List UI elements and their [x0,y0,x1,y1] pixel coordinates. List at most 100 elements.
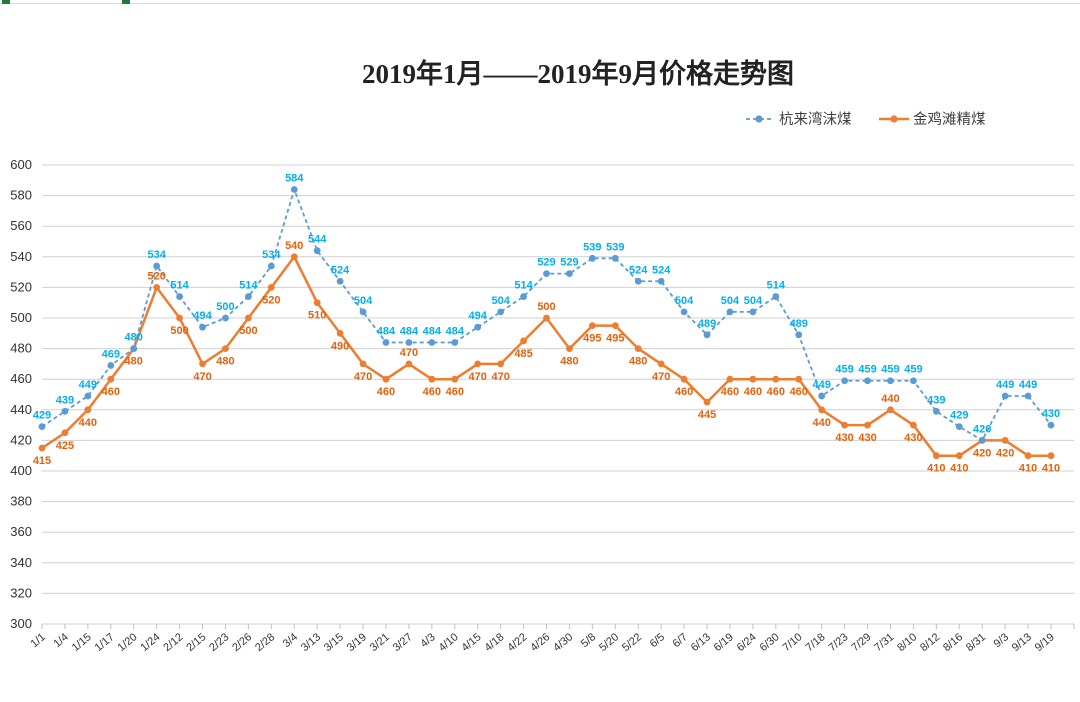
svg-text:6/7: 6/7 [671,631,690,650]
svg-text:300: 300 [10,616,32,631]
svg-text:540: 540 [10,249,32,264]
svg-text:534: 534 [262,249,281,261]
svg-text:544: 544 [308,234,327,246]
svg-text:415: 415 [33,455,51,467]
svg-text:460: 460 [446,386,464,398]
svg-text:514: 514 [514,280,533,292]
svg-text:3/19: 3/19 [345,631,369,654]
svg-text:485: 485 [514,348,532,360]
svg-text:400: 400 [10,463,32,478]
svg-text:1/17: 1/17 [93,631,117,654]
svg-text:470: 470 [354,371,372,383]
svg-text:449: 449 [996,379,1014,391]
svg-text:494: 494 [193,310,212,322]
svg-text:429: 429 [950,410,968,422]
svg-text:440: 440 [881,393,899,405]
svg-text:6/13: 6/13 [689,631,713,654]
svg-text:1/4: 1/4 [51,631,70,650]
svg-text:380: 380 [10,494,32,509]
svg-text:445: 445 [698,409,716,421]
svg-text:5/8: 5/8 [579,631,598,650]
svg-text:504: 504 [744,295,763,307]
svg-text:500: 500 [10,310,32,325]
svg-text:1/1: 1/1 [28,631,47,650]
svg-text:480: 480 [560,356,578,368]
svg-text:410: 410 [927,463,945,475]
svg-text:金鸡滩精煤: 金鸡滩精煤 [913,111,986,128]
svg-text:460: 460 [377,386,395,398]
svg-text:9/3: 9/3 [992,631,1011,650]
svg-text:360: 360 [10,524,32,539]
svg-text:470: 470 [193,371,211,383]
svg-text:504: 504 [354,295,373,307]
svg-text:484: 484 [423,325,442,337]
svg-text:460: 460 [721,386,739,398]
svg-text:1/15: 1/15 [70,631,94,654]
svg-text:320: 320 [10,585,32,600]
svg-text:4/3: 4/3 [418,631,437,650]
svg-text:459: 459 [835,364,853,376]
svg-text:489: 489 [698,318,716,330]
svg-text:7/23: 7/23 [826,631,850,654]
svg-text:420: 420 [996,447,1014,459]
svg-text:514: 514 [767,280,786,292]
svg-text:425: 425 [56,440,74,452]
svg-text:480: 480 [216,356,234,368]
svg-text:524: 524 [652,264,671,276]
svg-text:514: 514 [170,280,189,292]
svg-text:584: 584 [285,172,304,184]
svg-text:449: 449 [813,379,831,391]
svg-text:495: 495 [583,333,601,345]
svg-text:3/21: 3/21 [368,631,392,654]
svg-text:529: 529 [537,257,555,269]
svg-text:420: 420 [973,423,991,435]
svg-text:460: 460 [423,386,441,398]
svg-text:杭来湾沫煤: 杭来湾沫煤 [779,111,852,128]
svg-text:514: 514 [239,280,258,292]
svg-text:500: 500 [537,301,555,313]
svg-text:504: 504 [675,295,694,307]
svg-text:494: 494 [469,310,488,322]
svg-text:440: 440 [813,417,831,429]
svg-text:9/19: 9/19 [1033,631,1057,654]
svg-text:520: 520 [262,294,280,306]
svg-text:2/28: 2/28 [253,631,277,654]
svg-text:8/31: 8/31 [964,631,988,654]
svg-text:439: 439 [927,394,945,406]
svg-text:504: 504 [491,295,510,307]
svg-text:560: 560 [10,218,32,233]
svg-text:420: 420 [973,447,991,459]
svg-text:9/13: 9/13 [1010,631,1034,654]
svg-text:490: 490 [331,340,349,352]
svg-text:484: 484 [377,325,396,337]
svg-text:430: 430 [835,432,853,444]
svg-text:430: 430 [1042,408,1060,420]
svg-text:500: 500 [239,325,257,337]
svg-text:534: 534 [147,249,166,261]
svg-text:480: 480 [629,356,647,368]
svg-text:1/24: 1/24 [138,631,162,654]
svg-text:500: 500 [170,325,188,337]
svg-text:484: 484 [400,325,419,337]
svg-text:2/12: 2/12 [161,631,185,654]
svg-text:8/10: 8/10 [895,631,919,654]
svg-text:460: 460 [675,386,693,398]
svg-text:440: 440 [79,417,97,429]
svg-text:470: 470 [491,371,509,383]
svg-text:2/15: 2/15 [184,631,208,654]
svg-text:7/31: 7/31 [872,631,896,654]
svg-text:340: 340 [10,555,32,570]
svg-text:410: 410 [1019,463,1037,475]
svg-text:500: 500 [216,301,234,313]
svg-text:3/27: 3/27 [391,631,415,654]
svg-text:480: 480 [10,341,32,356]
svg-text:430: 430 [858,432,876,444]
svg-text:469: 469 [102,348,120,360]
svg-text:449: 449 [1019,379,1037,391]
svg-text:539: 539 [606,241,624,253]
svg-text:6/24: 6/24 [735,631,759,654]
svg-text:539: 539 [583,241,601,253]
svg-text:8/12: 8/12 [918,631,942,654]
svg-text:470: 470 [400,347,418,359]
svg-text:470: 470 [469,371,487,383]
